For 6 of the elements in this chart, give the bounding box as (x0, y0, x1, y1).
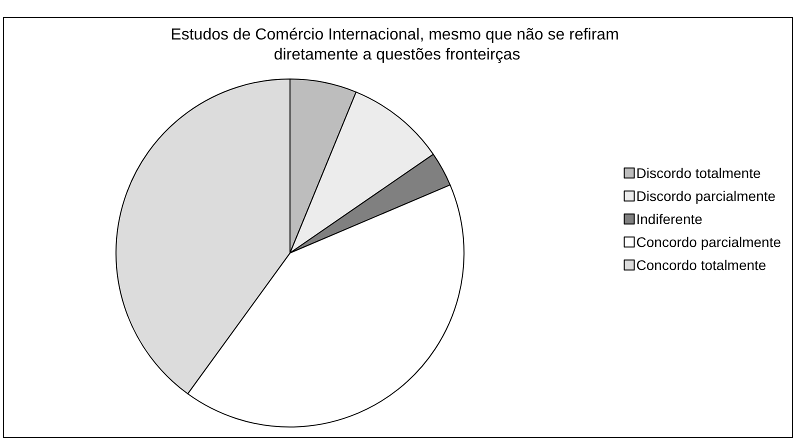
legend-label: Concordo parcialmente (636, 234, 782, 250)
legend-label: Indiferente (636, 211, 703, 227)
chart-title: Estudos de Comércio Internacional, mesmo que não se refiram diretamente a questões fronteirças (170, 26, 624, 64)
legend-label: Discordo parcialmente (636, 188, 776, 204)
legend-label: Concordo totalmente (636, 257, 766, 273)
legend-label: Discordo totalmente (636, 165, 761, 181)
